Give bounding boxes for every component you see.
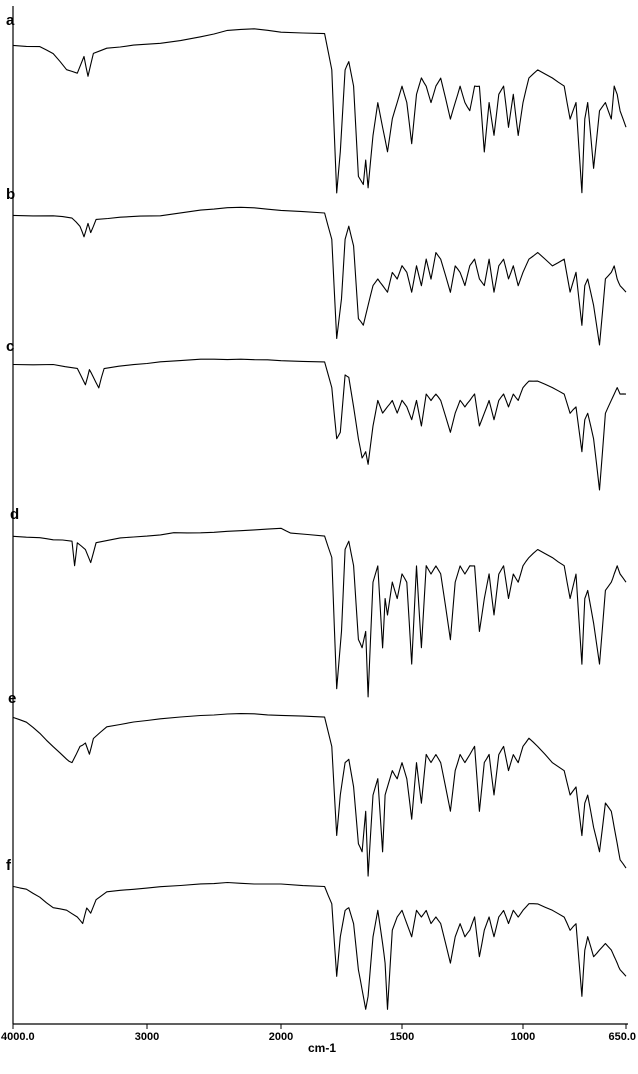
spectrum-trace-f xyxy=(12,881,627,1010)
x-tick-label: 2000 xyxy=(269,1031,293,1043)
spectrum-trace-a xyxy=(12,28,627,194)
panel-label-a: a xyxy=(6,12,15,29)
x-axis-ticks: 4000.0 3000 2000 1500 1000 650.0 xyxy=(1,1024,636,1043)
spectrum-trace-d xyxy=(12,527,627,698)
spectrum-trace-e xyxy=(12,713,627,877)
x-tick-label: 1500 xyxy=(390,1031,414,1043)
panel-label-d: d xyxy=(10,506,19,523)
spectrum-trace-c xyxy=(12,358,627,491)
x-tick-label: 3000 xyxy=(135,1031,159,1043)
x-axis-title: cm-1 xyxy=(308,1041,336,1055)
panel-label-e: e xyxy=(8,690,16,707)
plot-area xyxy=(12,6,628,1025)
x-tick-label: 650.0 xyxy=(608,1031,636,1043)
x-tick-label: 1000 xyxy=(511,1031,535,1043)
x-tick-label: 4000.0 xyxy=(1,1031,35,1043)
panel-label-b: b xyxy=(6,186,15,203)
panel-label-c: c xyxy=(6,338,14,355)
spectra-traces xyxy=(12,28,627,1010)
panel-label-f: f xyxy=(6,857,12,874)
panel-labels: a b c d e f xyxy=(6,12,19,874)
spectrum-trace-b xyxy=(12,206,627,346)
